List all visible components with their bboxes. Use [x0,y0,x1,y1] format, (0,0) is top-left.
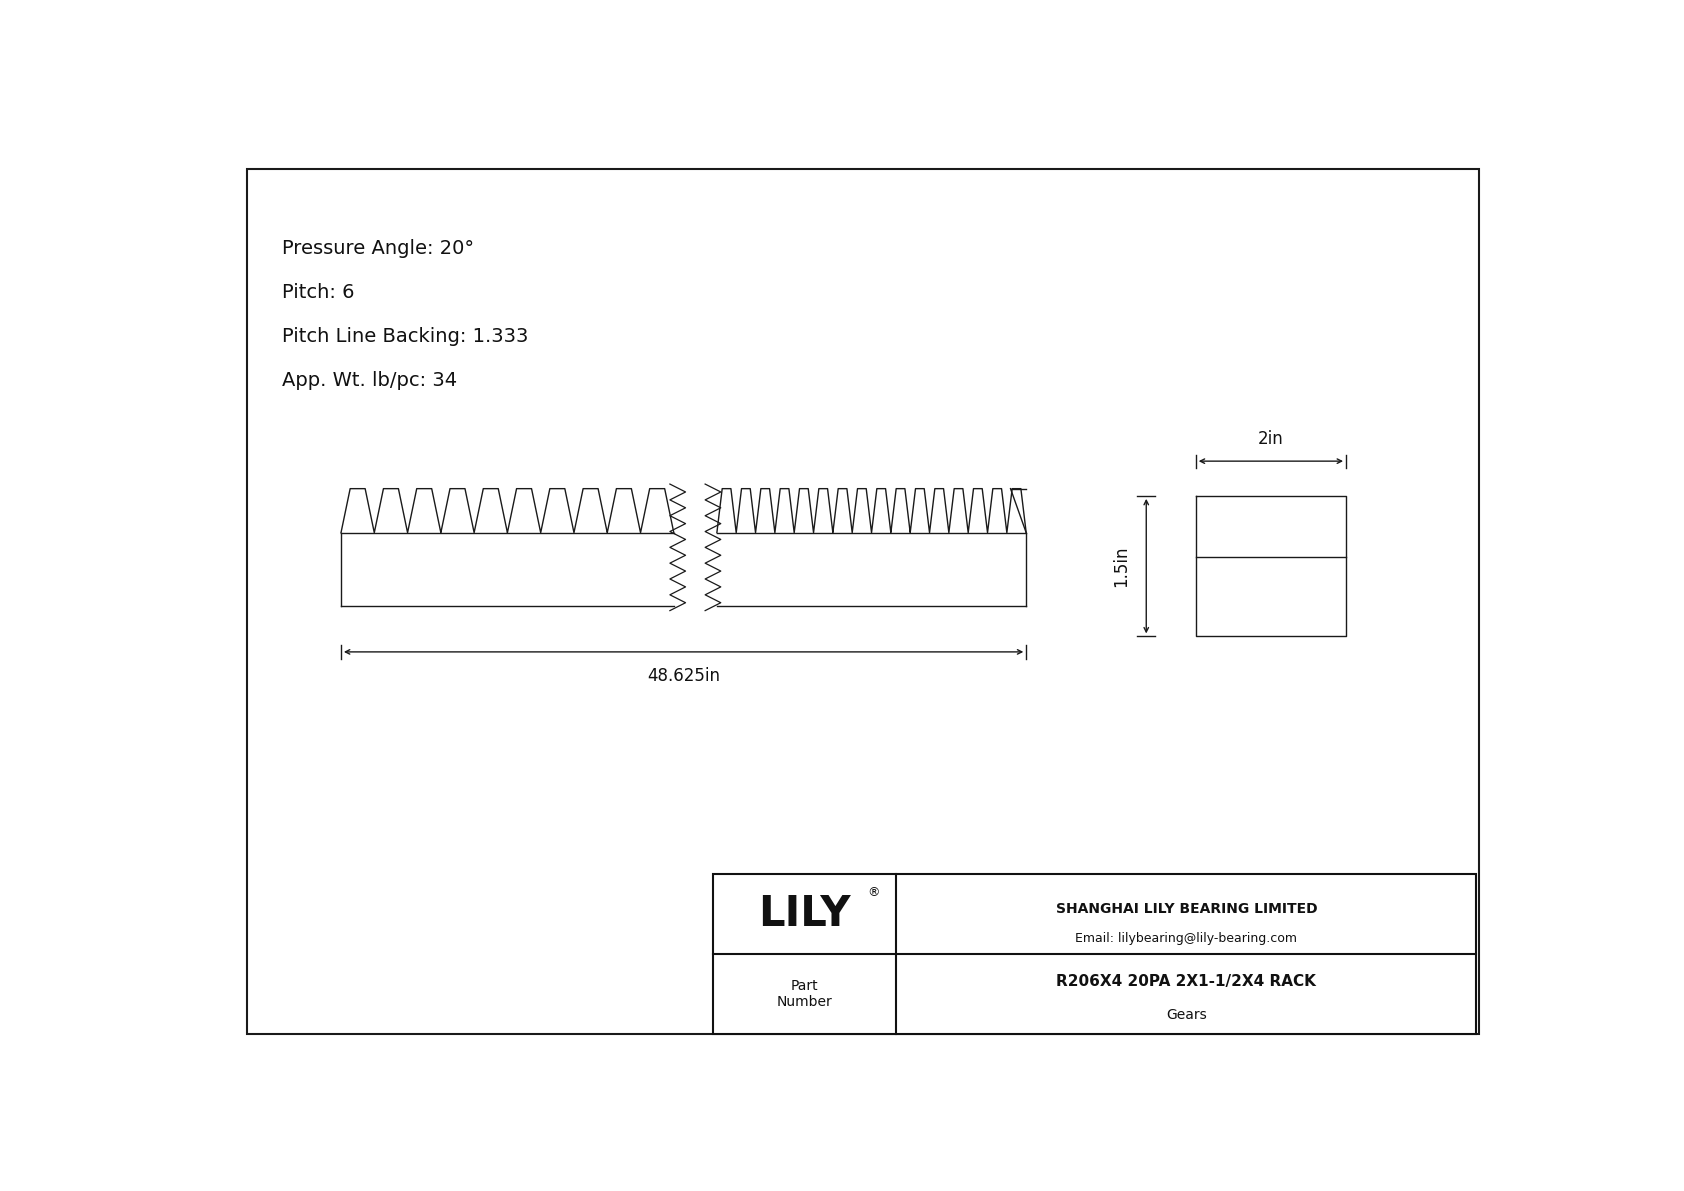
Text: LILY: LILY [758,893,850,935]
Text: Pitch: 6: Pitch: 6 [283,283,355,303]
Text: Pressure Angle: 20°: Pressure Angle: 20° [283,239,475,258]
Bar [712,874,1477,1034]
Text: ®: ® [867,886,881,899]
Text: Part
Number: Part Number [776,979,832,1009]
Text: SHANGHAI LILY BEARING LIMITED: SHANGHAI LILY BEARING LIMITED [1056,902,1317,916]
Text: Pitch Line Backing: 1.333: Pitch Line Backing: 1.333 [283,328,529,347]
Text: 2in: 2in [1258,430,1283,448]
Text: R206X4 20PA 2X1-1/2X4 RACK: R206X4 20PA 2X1-1/2X4 RACK [1056,974,1317,989]
Text: App. Wt. lb/pc: 34: App. Wt. lb/pc: 34 [283,372,458,391]
Text: Email: lilybearing@lily-bearing.com: Email: lilybearing@lily-bearing.com [1076,931,1297,944]
Text: 48.625in: 48.625in [647,667,721,686]
Text: 1.5in: 1.5in [1113,545,1130,587]
Text: Gears: Gears [1165,1008,1207,1022]
